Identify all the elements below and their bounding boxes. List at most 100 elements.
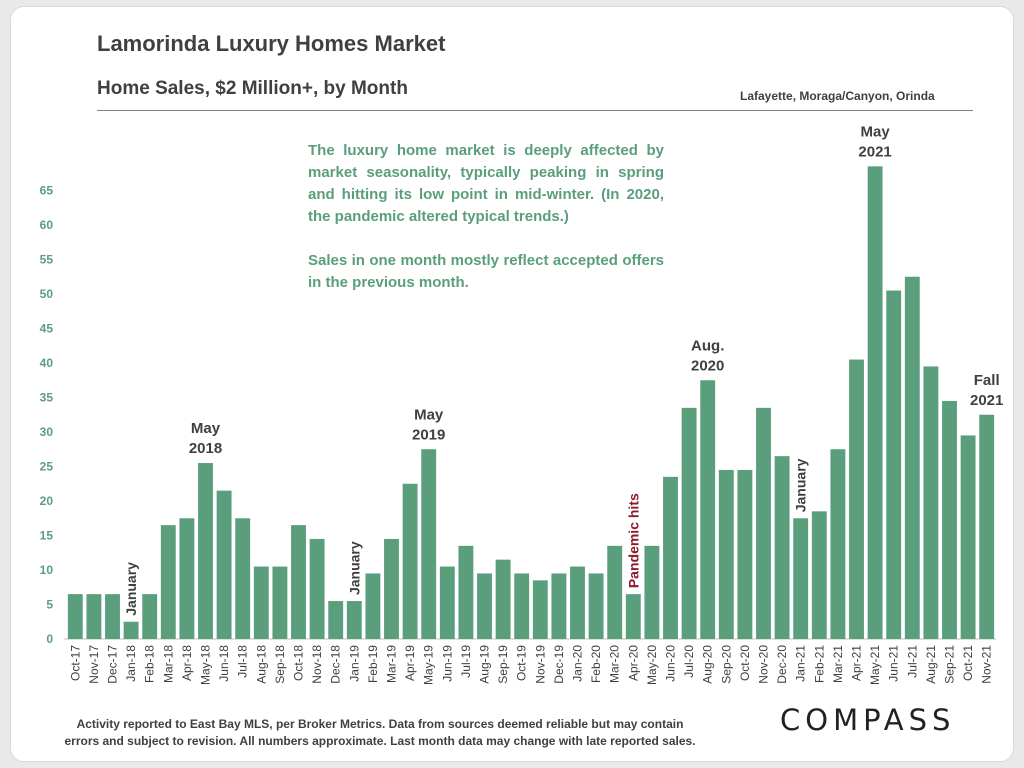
bar [718, 469, 734, 639]
bar [402, 483, 418, 639]
x-tick-label: Mar-18 [161, 645, 175, 683]
bar [291, 525, 306, 639]
x-tick-label: Oct-19 [515, 645, 529, 681]
x-tick-label: Jun-19 [440, 645, 454, 682]
chart-title: Lamorinda Luxury Homes Market [97, 31, 446, 56]
bar [793, 518, 809, 639]
x-tick-label: Apr-21 [850, 645, 864, 681]
region-label: Lafayette, Moraga/Canyon, Orinda [740, 89, 935, 103]
bar [105, 594, 120, 639]
bar [570, 566, 585, 639]
bar [365, 573, 381, 639]
footnote-line-2: errors and subject to revision. All numb… [64, 734, 696, 748]
bar [160, 525, 176, 639]
note-paragraph-2: Sales in one month mostly reflect accept… [308, 252, 664, 291]
x-tick-label: Mar-21 [831, 645, 845, 683]
x-tick-label: Aug-21 [924, 645, 938, 684]
x-tick-label: Aug-19 [478, 645, 492, 684]
x-tick-label: May-20 [645, 645, 659, 685]
y-tick-label: 50 [40, 287, 54, 301]
x-tick-label: Apr-19 [403, 645, 417, 681]
bar [328, 601, 344, 639]
x-tick-label: May-19 [422, 645, 436, 685]
x-tick-label: Oct-17 [68, 645, 82, 681]
x-tick-label: Nov-21 [980, 645, 994, 684]
x-tick-label: Nov-18 [310, 645, 324, 684]
y-tick-label: 30 [40, 425, 54, 439]
bar [942, 400, 957, 639]
bar [681, 407, 697, 639]
annotation-label: May 2021 [858, 123, 891, 160]
bar [979, 414, 995, 639]
x-tick-label: Dec-20 [775, 645, 789, 684]
y-tick-label: 10 [40, 563, 54, 577]
source-footnote: Activity reported to East Bay MLS, per B… [40, 716, 720, 750]
chart-subtitle: Home Sales, $2 Million+, by Month [97, 78, 408, 99]
y-tick-label: 0 [46, 632, 53, 646]
bar [625, 594, 641, 639]
y-tick-label: 15 [40, 529, 54, 543]
bar [811, 511, 827, 639]
x-tick-label: Feb-21 [812, 645, 826, 683]
annotation-label: Aug. 2020 [691, 337, 724, 374]
bar [272, 566, 288, 639]
bar [235, 518, 251, 639]
note-paragraph-1: The luxury home market is deeply affecte… [308, 142, 664, 225]
x-tick-label: Aug-20 [701, 645, 715, 684]
x-tick-label: Nov-17 [87, 645, 101, 684]
bar [737, 469, 753, 639]
x-tick-label: Oct-20 [738, 645, 752, 681]
bar [67, 594, 83, 639]
bar [477, 573, 492, 639]
seasonality-note: The luxury home market is deeply affecte… [308, 140, 664, 316]
x-tick-label: Oct-21 [961, 645, 975, 681]
bar [495, 559, 511, 639]
bar [756, 407, 771, 639]
bar [774, 456, 790, 639]
bar [309, 538, 325, 639]
bar [179, 518, 195, 639]
y-tick-label: 55 [40, 253, 54, 267]
x-tick-label: Mar-19 [385, 645, 399, 683]
x-tick-label: Jul-21 [905, 645, 919, 678]
x-tick-label: Sep-20 [719, 645, 733, 684]
y-tick-label: 45 [40, 322, 54, 336]
x-tick-label: Jan-21 [794, 645, 808, 682]
annotation-label: January [346, 541, 362, 595]
bar [663, 476, 678, 639]
x-tick-label: Sep-18 [273, 645, 287, 684]
bar [923, 366, 939, 639]
bar [960, 435, 976, 639]
bar [700, 380, 716, 639]
slide [10, 6, 1014, 762]
x-tick-label: Dec-18 [329, 645, 343, 684]
x-tick-label: Nov-19 [533, 645, 547, 684]
x-tick-label: Apr-18 [180, 645, 194, 681]
bar [216, 490, 232, 639]
annotation-label: May 2019 [412, 406, 445, 443]
footnote-line-1: Activity reported to East Bay MLS, per B… [76, 717, 684, 731]
bar [198, 463, 213, 639]
annotation-label: Fall 2021 [970, 372, 1003, 409]
x-tick-label: May-18 [199, 645, 213, 685]
bar [458, 545, 474, 639]
annotation-label: January [123, 562, 139, 616]
x-tick-label: Dec-19 [552, 645, 566, 684]
x-tick-label: Jun-21 [887, 645, 901, 682]
y-tick-label: 20 [40, 494, 54, 508]
x-tick-label: Dec-17 [106, 645, 120, 684]
x-tick-label: Oct-18 [292, 645, 306, 681]
bar [867, 166, 883, 639]
y-tick-label: 40 [40, 356, 54, 370]
bar [123, 621, 139, 639]
annotation-label: January [793, 458, 809, 512]
x-tick-label: Jan-20 [571, 645, 585, 682]
x-tick-label: Jun-18 [217, 645, 231, 682]
x-tick-label: Sep-19 [496, 645, 510, 684]
y-tick-label: 25 [40, 460, 54, 474]
bar [551, 573, 567, 639]
bar [607, 545, 623, 639]
x-tick-label: Jan-19 [347, 645, 361, 682]
annotation-label: May 2018 [189, 420, 222, 457]
bar [253, 566, 269, 639]
